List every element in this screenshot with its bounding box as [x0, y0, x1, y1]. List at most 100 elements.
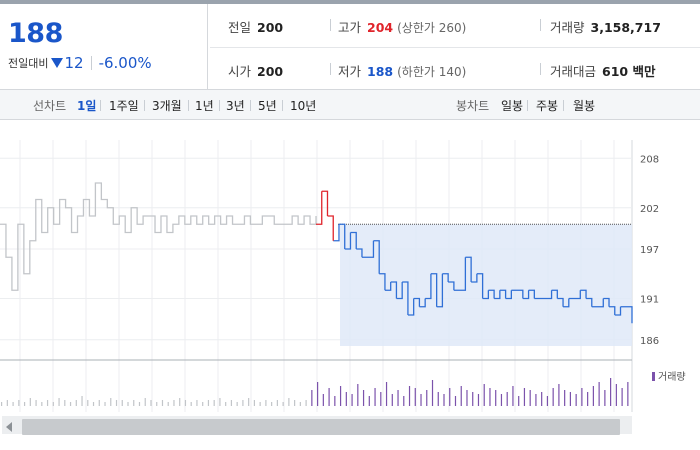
volume-bar	[271, 402, 273, 406]
open-price: 시가 200	[228, 61, 283, 80]
volume-bar	[299, 402, 301, 406]
volume-bar	[12, 402, 14, 406]
volume-bar	[334, 396, 336, 406]
below-reference-fill	[340, 224, 632, 346]
volume-bar	[179, 398, 181, 406]
volume-bar	[242, 400, 244, 406]
change-value: 12	[64, 54, 84, 72]
y-tick-label: 197	[640, 245, 659, 256]
volume-bar	[420, 394, 422, 406]
volume-bar	[317, 382, 319, 406]
volume-value: 3,158,717	[590, 20, 661, 35]
tab-1week[interactable]: 1주일	[109, 99, 139, 113]
volume-bar	[627, 382, 629, 406]
volume-bar	[6, 400, 8, 406]
volume-bar	[230, 400, 233, 406]
row-divider	[210, 47, 700, 48]
volume-bar	[282, 402, 284, 406]
volume-bar	[357, 384, 359, 406]
volume-bar	[236, 402, 238, 406]
volume-bar	[18, 400, 20, 406]
volume-bar	[495, 390, 497, 406]
volume-label: 거래량	[550, 20, 585, 35]
top-border	[0, 0, 700, 4]
volume-bar	[518, 396, 520, 406]
y-tick-label: 186	[640, 336, 659, 347]
prev-close-label: 전일	[228, 20, 252, 35]
volume-bar	[121, 400, 123, 406]
tab-3month[interactable]: 3개월	[152, 99, 182, 113]
volume-bar	[466, 390, 468, 406]
tab-1year[interactable]: 1년	[195, 99, 214, 113]
volume-bar	[437, 392, 439, 406]
scroll-thumb[interactable]	[22, 419, 620, 435]
volume-bar	[587, 392, 589, 406]
volume-bar	[500, 394, 503, 406]
upper-limit: (상한가 260)	[397, 21, 467, 35]
volume-bar	[196, 400, 198, 406]
scroll-left-icon[interactable]	[6, 422, 12, 432]
open-label: 시가	[228, 64, 252, 79]
volume-bar	[362, 390, 365, 406]
volume-bar	[598, 382, 600, 406]
volume: 거래량 3,158,717	[550, 17, 661, 36]
volume-bar	[322, 394, 324, 406]
volume-bar	[546, 396, 549, 406]
scroll-track[interactable]	[2, 416, 632, 435]
volume-bar	[253, 400, 255, 406]
volume-bar	[133, 400, 135, 406]
tab-10year[interactable]: 10년	[290, 99, 317, 113]
divider	[188, 100, 189, 111]
y-axis-ticks: 208 202 197 191 186	[640, 154, 659, 347]
tab-1day[interactable]: 1일	[77, 99, 97, 113]
current-session-line	[333, 223, 633, 324]
volume-bar	[69, 402, 72, 406]
tab-5year[interactable]: 5년	[258, 99, 277, 113]
prev-close: 전일 200	[228, 17, 283, 36]
volume-bar	[92, 402, 95, 406]
volume-bar	[431, 380, 434, 406]
prev-close-value: 200	[257, 20, 284, 35]
volume-bar	[385, 382, 388, 406]
volume-bar	[414, 388, 416, 406]
volume-bar	[64, 400, 66, 406]
volume-bar	[552, 388, 554, 406]
low-value: 188	[367, 64, 394, 79]
volume-bar	[115, 400, 118, 406]
divider	[527, 100, 528, 111]
volume-bar	[529, 390, 531, 406]
volume-bar	[41, 402, 43, 406]
volume-bar	[472, 392, 474, 406]
volume-bar	[156, 402, 158, 406]
divider	[563, 100, 564, 111]
volume-bar	[294, 400, 296, 406]
volume-bar	[276, 400, 278, 406]
divider	[144, 100, 145, 111]
period-bar: 선차트 1일 1주일 3개월 1년 3년 5년 10년 봉차트 일봉 주봉 월봉	[0, 90, 700, 120]
volume-bar	[397, 390, 399, 406]
volume-bar	[225, 402, 227, 406]
volume-bar	[104, 402, 106, 406]
volume-bar	[161, 400, 164, 406]
tab-3year[interactable]: 3년	[226, 99, 245, 113]
intraday-price-chart[interactable]: 208 202 197 191 186 거래량	[0, 120, 700, 412]
divider	[540, 19, 541, 31]
divider	[282, 100, 283, 111]
amount-label: 거래대금	[550, 64, 597, 79]
volume-bar	[483, 384, 485, 406]
volume-bar	[403, 396, 405, 406]
tab-weekly-candle[interactable]: 주봉	[536, 99, 559, 113]
tab-daily-candle[interactable]: 일봉	[501, 99, 524, 113]
volume-bar	[454, 396, 457, 406]
y-tick-label: 202	[640, 204, 659, 215]
volume-bar	[305, 400, 307, 406]
tab-monthly-candle[interactable]: 월봉	[573, 99, 596, 113]
volume-bar	[138, 402, 141, 406]
chart-scrollbar[interactable]	[0, 414, 700, 436]
volume-bar	[351, 394, 353, 406]
volume-bar	[265, 400, 267, 406]
volume-bar	[604, 390, 606, 406]
y-tick-label: 191	[640, 295, 659, 306]
trade-amount: 거래대금 610 백만	[550, 61, 655, 80]
volume-bar	[81, 396, 83, 406]
